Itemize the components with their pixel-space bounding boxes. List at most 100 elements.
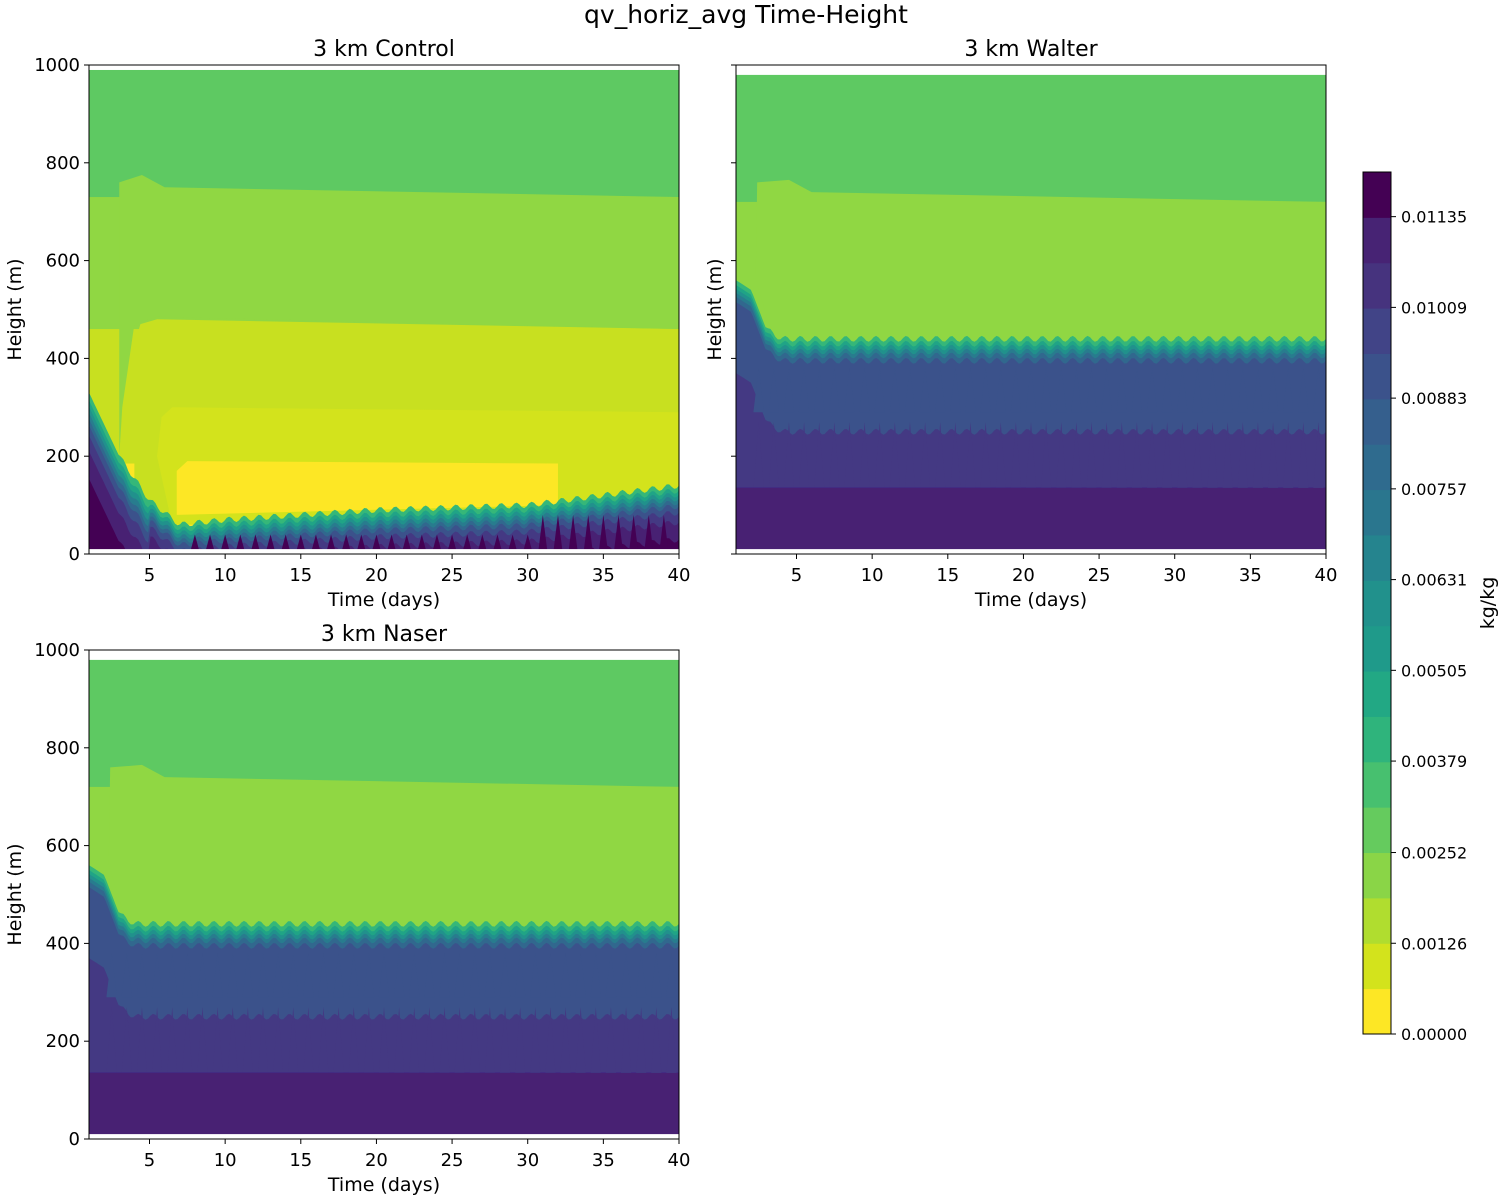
contour-spike [1146,368,1158,413]
contour-spike [583,514,593,552]
contour-spike [356,534,366,552]
contour-spike [121,1006,133,1076]
x-tick-label: 30 [516,1150,539,1171]
contour-spike [1116,368,1128,413]
contour-spike [272,1006,284,1076]
contour-spike [136,953,148,998]
colorbar-swatch [1363,217,1391,264]
contour-spike [919,368,931,413]
contour-spike [454,1006,465,1076]
contour-spike [197,953,208,998]
contour-spike [378,1006,390,1076]
contour-spike [242,953,254,998]
contour-spike [348,1006,360,1076]
colorbar-swatch [1363,534,1391,581]
contour-spike [1040,368,1052,413]
x-tick-label: 15 [289,1150,312,1171]
contour-spike [227,953,239,998]
colorbar-swatch [1363,988,1391,1035]
x-tick-label: 5 [791,565,802,586]
panel-3-km-walter: 5 10 15 20 25 30 35 40 Time (days) Height (m) 3 km… [704,37,1337,611]
colorbar-tick-label: 0.00000 [1401,1025,1467,1044]
contour-spike [1282,368,1294,413]
figure-title: qv_horiz_avg Time-Height [584,0,908,29]
y-axis-label: Height (m) [4,843,26,945]
y-tick-label: 600 [46,251,80,272]
contour-spike [499,1006,511,1076]
contour-spike [439,1006,450,1076]
contour-region [119,175,679,457]
x-tick-label: 25 [1088,565,1111,586]
contour-band [89,419,679,554]
contour-spike [484,1006,496,1076]
y-tick-label: 400 [46,933,80,954]
x-tick-label: 40 [668,565,691,586]
colorbar-tick-label: 0.00505 [1401,661,1467,680]
contour-spike [166,1006,178,1076]
contour-spike [454,953,465,998]
contour-spike [303,1006,314,1076]
contour-spike [424,953,435,998]
contour-spike [393,953,405,998]
contour-spike [205,534,215,552]
contour-spike [904,421,916,491]
x-tick-label: 40 [1315,565,1338,586]
plot-area [89,650,679,1139]
contour-spike [1040,421,1052,491]
panel-title: 3 km Naser [321,622,448,647]
contour-spike [514,1006,526,1076]
top-gap [89,650,679,660]
contour-spike [1222,368,1233,413]
contour-spike [874,368,886,413]
contour-spike [439,953,450,998]
contour-spike [227,1006,239,1076]
contour-spike [341,534,351,552]
contour-spike [408,1006,420,1076]
contour-spike [1055,421,1067,491]
x-axis-label: Time (days) [327,1174,440,1196]
contour-spike [348,953,360,998]
contour-spike [1071,368,1082,413]
contour-spike [568,514,578,552]
contour-region [755,179,1326,344]
contour-spike [598,514,608,552]
contour-spike [934,421,946,491]
contour-spike [545,1006,556,1076]
contour-spike [492,534,502,552]
contour-spike [1207,421,1218,491]
contour-spike [190,534,200,552]
contour-spike [257,1006,269,1076]
y-tick-label: 200 [46,1031,80,1052]
contour-spike [477,534,487,552]
contour-spike [1101,421,1112,491]
contour-spike [635,1006,647,1076]
x-tick-label: 15 [289,565,312,586]
contour-spike [1313,421,1324,491]
contour-spike [462,534,472,552]
contour-band [89,1072,679,1135]
contour-spike [934,368,946,413]
contour-spike [950,368,961,413]
contour-spike [666,1006,677,1076]
contour-spike [1131,421,1143,491]
contour-region [108,764,679,929]
contour-spike [560,953,571,998]
contour-spike [904,368,916,413]
colorbar-swatch [1363,716,1391,763]
y-tick-label: 400 [46,348,80,369]
contour-spike [1055,368,1067,413]
contour-spike [182,953,193,998]
contour-spike [363,1006,375,1076]
x-tick-label: 5 [144,1150,155,1171]
contour-spike [590,953,602,998]
contour-spike [560,1006,571,1076]
contour-spike [919,421,931,491]
contour-spike [768,368,780,413]
contour-spike [499,953,511,998]
axes-frame [88,64,680,555]
contour-spike [1086,421,1097,491]
colorbar-swatch [1363,353,1391,400]
contour-spike [1282,421,1294,491]
